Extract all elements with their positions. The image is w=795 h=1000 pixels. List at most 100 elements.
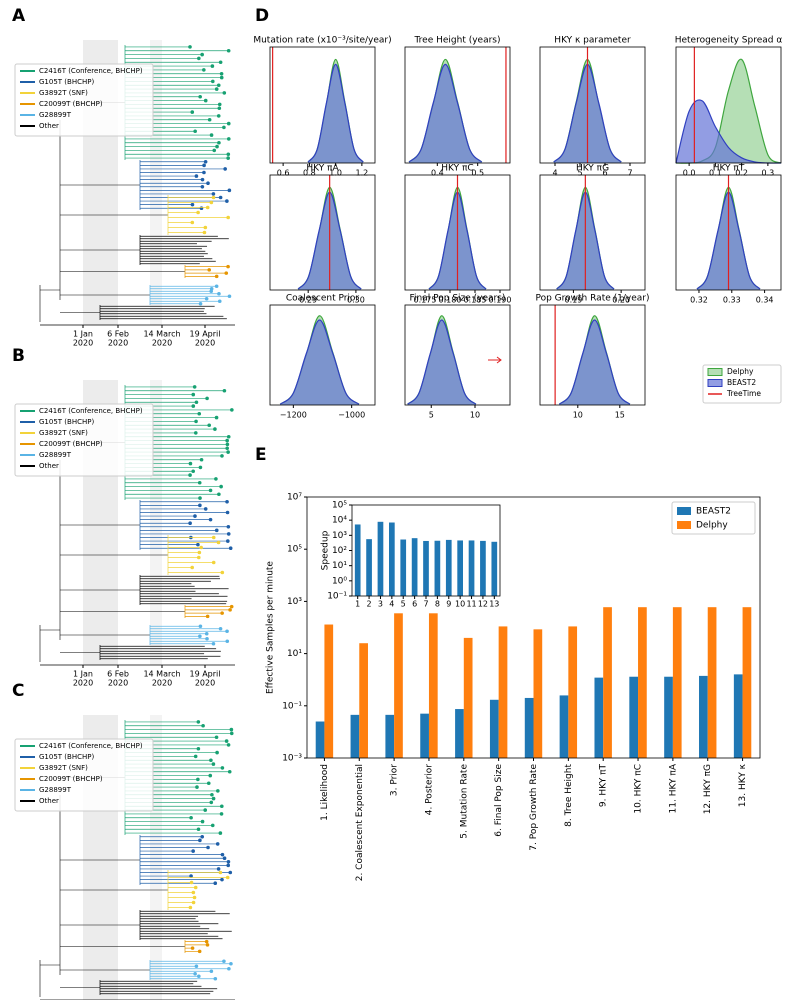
x-tick-label: 0.185	[464, 296, 487, 305]
panel-letter: D	[255, 6, 269, 26]
x-tick-label: 13. HKY κ	[738, 763, 748, 807]
subplot-frame	[404, 46, 511, 164]
tree-tip	[189, 874, 193, 878]
legend-label: TreeTime	[726, 389, 761, 398]
tree-tip	[226, 532, 231, 536]
legend-label: Other	[39, 797, 59, 805]
x-tick-label: 3	[378, 600, 383, 609]
tree-tip	[216, 114, 221, 118]
tree-tip	[229, 604, 234, 609]
tree-tip	[191, 890, 196, 895]
subplot-frame	[675, 46, 782, 164]
tree-tip	[220, 611, 224, 615]
tree-tip	[211, 535, 216, 540]
x-tick-label: 9	[446, 600, 451, 609]
x-tick-label: 0.3	[762, 169, 775, 178]
tree-tip	[192, 895, 197, 900]
legend-box	[14, 738, 154, 812]
y-tick-label: 10⁻¹	[282, 701, 302, 711]
tree-tip	[226, 450, 230, 454]
x-tick-label: 6	[602, 169, 607, 178]
tree-tip	[226, 152, 231, 157]
y-tick-label: 10⁵	[287, 545, 302, 555]
tree-tip	[194, 419, 198, 424]
x-tick-label: 2020	[152, 339, 172, 348]
x-tick-label: 6. Final Pop Size	[494, 764, 504, 837]
bar	[480, 540, 486, 596]
x-tick-label: 1 Jan	[73, 670, 93, 679]
tree-tip	[218, 870, 223, 875]
tree-tip	[224, 271, 229, 275]
tree-tip	[208, 488, 213, 493]
x-tick-label: 0.34	[756, 296, 774, 305]
tree-tip	[188, 473, 192, 477]
legend-box	[671, 501, 756, 535]
bar	[457, 540, 463, 596]
legend-label: Delphy	[727, 367, 754, 376]
x-tick-label: 12. HKY πG	[703, 764, 713, 814]
bar	[491, 541, 498, 596]
tree-tip	[206, 845, 210, 850]
legend-label: G3892T (SNF)	[39, 429, 88, 437]
tree-tip	[229, 727, 234, 732]
x-tick-label: 6 Feb	[107, 670, 129, 679]
tree-tip	[226, 137, 231, 141]
tree-tip	[196, 555, 201, 560]
x-tick-label: 5	[429, 411, 434, 420]
tree-tip	[219, 75, 224, 80]
tree-tip	[209, 758, 213, 763]
bar	[489, 699, 499, 758]
subplot-title: HKY πC	[441, 164, 473, 174]
tree-tip	[188, 45, 192, 49]
tree-tip	[205, 614, 210, 619]
tree-tip	[219, 484, 223, 489]
panel-letter: C	[12, 681, 24, 701]
tree-tip	[216, 83, 221, 88]
subplot-title: Final Pop Size (years)	[410, 294, 506, 304]
bar	[468, 540, 475, 596]
tree-tip	[207, 117, 212, 122]
bar	[524, 697, 534, 758]
tree-tip	[198, 465, 203, 470]
legend-label: C20099T (BHCHP)	[39, 100, 103, 108]
tree-tip	[195, 785, 199, 789]
tree-tip	[194, 964, 199, 969]
x-tick-label: 0.32	[690, 296, 708, 305]
x-tick-label: 0.190	[489, 296, 512, 305]
x-tick-label: 5	[401, 600, 406, 609]
legend-swatch	[677, 521, 691, 529]
x-tick-label: 0.6	[277, 169, 290, 178]
x-tick-label: 2	[367, 600, 372, 609]
legend-label: Other	[39, 122, 59, 130]
tree-tip	[217, 291, 221, 296]
tree-tip	[197, 974, 201, 979]
tree-tip	[224, 739, 229, 743]
x-tick-label: 14 March	[143, 330, 180, 339]
x-tick-label: 1.2	[356, 169, 369, 178]
tree-tip	[205, 943, 210, 947]
tree-tip	[210, 79, 215, 84]
tree-tip	[214, 477, 218, 481]
tree-tip	[192, 385, 197, 389]
tree-tip	[228, 870, 233, 875]
tree-tip	[211, 641, 216, 646]
tree-tip	[220, 454, 224, 458]
tree-tip	[200, 52, 204, 57]
bar	[733, 674, 743, 758]
tree-tip	[197, 411, 202, 416]
tree-tip	[193, 754, 198, 759]
x-tick-label: 2020	[108, 679, 128, 688]
tree-tip	[226, 524, 231, 529]
x-tick-label: 0.5	[471, 169, 484, 178]
legend-label: BEAST2	[696, 507, 731, 517]
tree-tip	[197, 550, 202, 555]
panel-letter: B	[12, 346, 25, 366]
x-tick-label: 2020	[73, 679, 93, 688]
x-tick-label: 10	[470, 411, 480, 420]
tree-tip	[225, 199, 229, 203]
tree-tip	[228, 546, 233, 551]
x-tick-label: 0.19	[565, 296, 583, 305]
tree-tip	[208, 773, 213, 778]
tree-tip	[188, 461, 193, 466]
tree-tip	[207, 423, 211, 428]
